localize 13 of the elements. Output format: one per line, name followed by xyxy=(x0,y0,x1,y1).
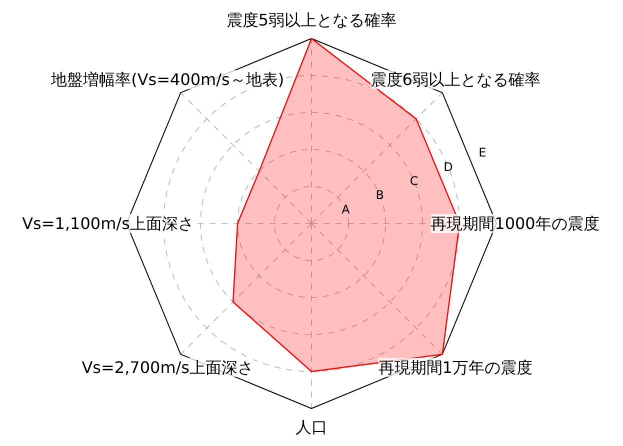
spoke-label: 震度6弱以上となる確率 xyxy=(370,70,540,90)
spoke-label: 再現期間1万年の震度 xyxy=(378,358,532,377)
spoke-label: 再現期間1000年の震度 xyxy=(430,214,600,233)
y-tick-label: A xyxy=(342,202,351,216)
y-tick-label: B xyxy=(376,188,384,202)
y-tick-label: E xyxy=(478,146,486,160)
spoke-label: Vs=1,100m/s上面深さ xyxy=(22,214,194,233)
spoke-label: 地盤増幅率(Vs=400m/s～地表) xyxy=(50,70,284,90)
spoke-label: 人口 xyxy=(296,418,328,436)
y-tick-label: C xyxy=(410,174,418,188)
spoke-label: Vs=2,700m/s上面深さ xyxy=(82,358,254,377)
y-tick-label: D xyxy=(444,160,453,174)
spoke-label: 震度5弱以上となる確率 xyxy=(226,10,397,30)
